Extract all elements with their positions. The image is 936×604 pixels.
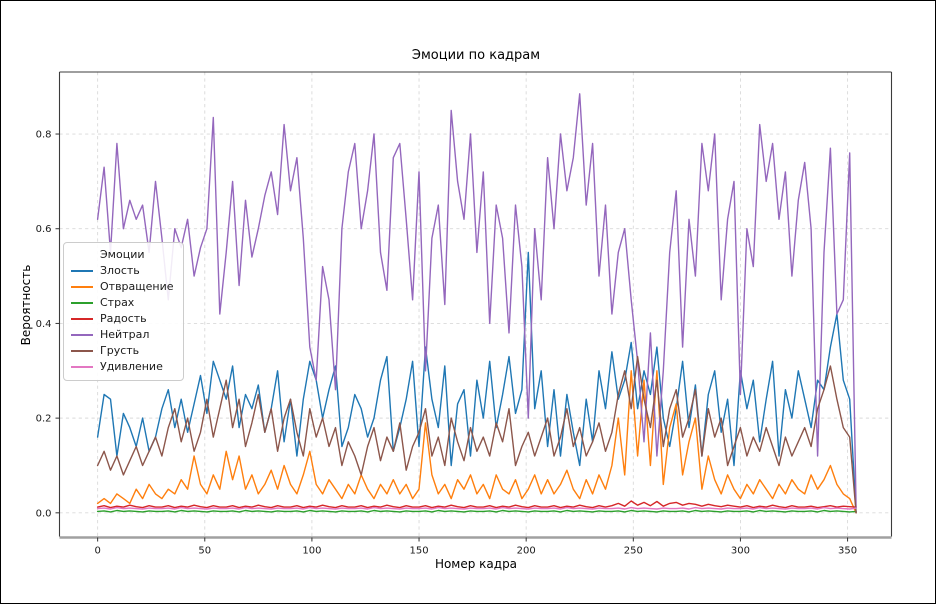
series-Отвращение xyxy=(96,370,857,514)
y-tick-label: 0.2 xyxy=(36,414,52,425)
chart-title: Эмоции по кадрам xyxy=(411,48,541,63)
legend-swatch xyxy=(71,302,93,304)
y-axis-label: Вероятность xyxy=(19,264,33,346)
legend-item: Грусть xyxy=(71,343,174,359)
legend-item-label: Удивление xyxy=(100,360,163,373)
legend: Эмоции Злость Отвращение Страх Радость Нейтр… xyxy=(63,242,184,381)
legend-items: Злость Отвращение Страх Радость Нейтрал Груст… xyxy=(71,263,174,375)
legend-item-label: Отвращение xyxy=(100,280,174,293)
legend-item-label: Нейтрал xyxy=(100,328,150,341)
x-tick-label: 200 xyxy=(517,546,536,557)
series-Удивление xyxy=(96,506,857,510)
legend-item: Злость xyxy=(71,263,174,279)
x-tick-label: 300 xyxy=(731,546,750,557)
legend-swatch xyxy=(71,286,93,288)
y-tick-label: 0.8 xyxy=(36,130,52,141)
legend-item-label: Злость xyxy=(100,264,140,277)
legend-item-label: Радость xyxy=(100,312,147,325)
x-tick-label: 350 xyxy=(838,546,857,557)
legend-swatch xyxy=(71,318,93,320)
legend-item-label: Грусть xyxy=(100,344,140,357)
series-Радость xyxy=(96,500,857,509)
y-tick-label: 0.4 xyxy=(36,319,52,330)
axes-spines xyxy=(58,71,893,539)
legend-swatch xyxy=(71,334,93,336)
legend-title: Эмоции xyxy=(100,248,145,261)
series-Грусть xyxy=(96,355,857,514)
legend-item: Нейтрал xyxy=(71,327,174,343)
legend-item: Удивление xyxy=(71,359,174,375)
x-axis-label: Номер кадра xyxy=(434,557,518,571)
x-tick-label: 50 xyxy=(198,546,211,557)
legend-item: Отвращение xyxy=(71,279,174,295)
x-tick-label: 100 xyxy=(302,546,321,557)
series-lines xyxy=(96,93,857,514)
legend-swatch xyxy=(71,350,93,352)
legend-item: Страх xyxy=(71,295,174,311)
legend-swatch xyxy=(71,270,93,272)
legend-item: Радость xyxy=(71,311,174,327)
legend-swatch xyxy=(71,366,93,368)
ticks: 0 50 100 150 200 250 300 350 0.0 0.2 0.4 0.6 0.8 xyxy=(36,130,858,557)
x-tick-label: 250 xyxy=(624,546,643,557)
legend-item-label: Страх xyxy=(100,296,135,309)
series-Злость xyxy=(96,251,857,514)
x-tick-label: 150 xyxy=(409,546,428,557)
gridlines xyxy=(59,72,892,537)
y-tick-label: 0.0 xyxy=(36,508,52,519)
x-tick-label: 0 xyxy=(94,546,100,557)
series-Страх xyxy=(96,509,857,513)
y-tick-label: 0.6 xyxy=(36,224,52,235)
series-Нейтрал xyxy=(96,93,857,509)
